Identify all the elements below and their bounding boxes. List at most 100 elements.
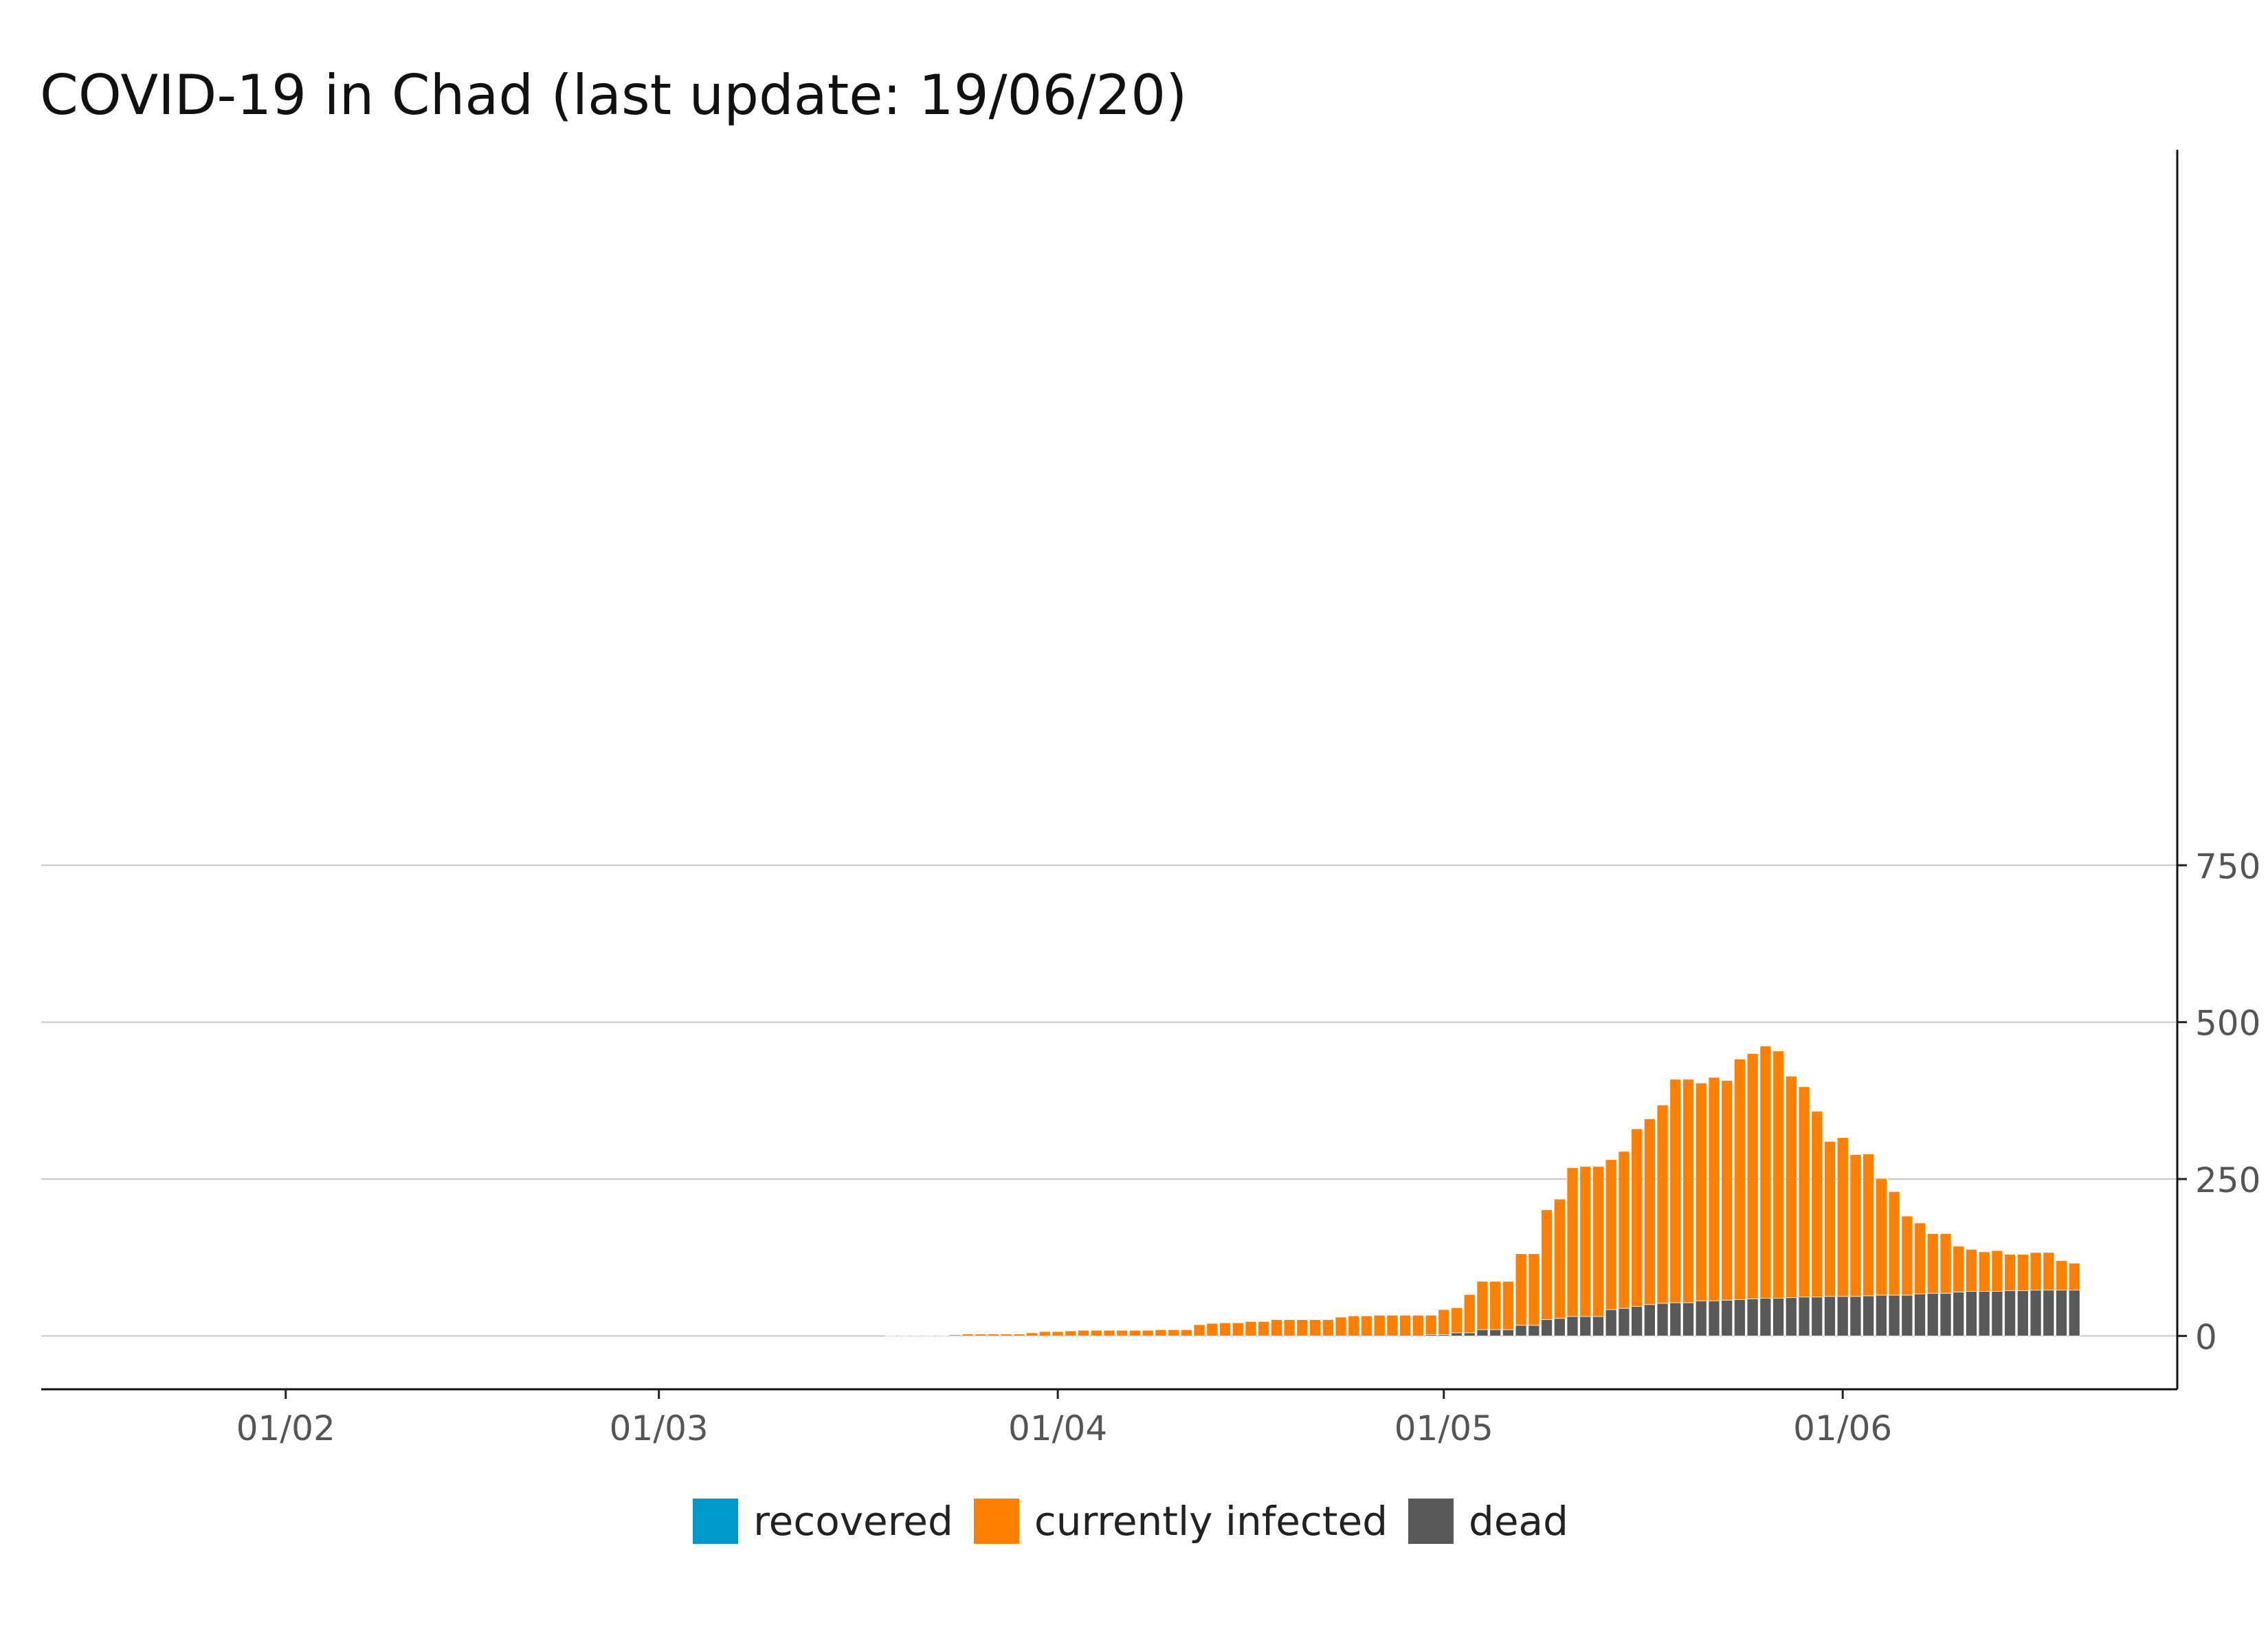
bar-dead-2020-05-25 xyxy=(1746,1299,1759,1336)
bar-infected-2020-04-25 xyxy=(1361,1315,1372,1336)
bar-infected-2020-04-20 xyxy=(1296,1319,1309,1336)
bar-infected-2020-05-31 xyxy=(1824,1141,1836,1297)
bar-dead-2020-06-07 xyxy=(1914,1293,1926,1336)
bar-infected-2020-06-02 xyxy=(1849,1154,1862,1297)
bar-infected-2020-05-13 xyxy=(1592,1166,1604,1317)
bar-dead-2020-06-11 xyxy=(1965,1291,1977,1336)
bar-dead-2020-06-15 xyxy=(2016,1290,2029,1336)
x-tick-label-01/02: 01/02 xyxy=(236,1409,335,1448)
bar-infected-2020-03-24 xyxy=(948,1334,961,1336)
bar-infected-2020-04-12 xyxy=(1193,1324,1205,1336)
bar-infected-2020-05-21 xyxy=(1695,1082,1707,1301)
bar-dead-2020-05-08 xyxy=(1528,1325,1540,1336)
bar-infected-2020-03-31 xyxy=(1038,1331,1051,1336)
bar-dead-2020-05-28 xyxy=(1785,1297,1797,1336)
bar-infected-2020-04-06 xyxy=(1116,1330,1129,1336)
bar-infected-2020-03-22 xyxy=(923,1335,935,1336)
bar-infected-2020-05-16 xyxy=(1631,1128,1643,1307)
bar-infected-2020-05-30 xyxy=(1811,1110,1823,1298)
bar-dead-2020-06-01 xyxy=(1836,1296,1849,1336)
bar-dead-2020-05-22 xyxy=(1708,1300,1720,1336)
bar-infected-2020-04-14 xyxy=(1219,1322,1231,1336)
bar-infected-2020-05-28 xyxy=(1785,1075,1797,1299)
bar-dead-2020-05-24 xyxy=(1733,1299,1746,1336)
bar-infected-2020-04-27 xyxy=(1386,1314,1399,1336)
bar-dead-2020-06-04 xyxy=(1875,1294,1887,1336)
bar-dead-2020-05-13 xyxy=(1592,1316,1604,1336)
bar-dead-2020-05-05 xyxy=(1489,1329,1502,1336)
bar-infected-2020-03-25 xyxy=(961,1334,974,1336)
bar-infected-2020-04-26 xyxy=(1373,1314,1386,1336)
bar-infected-2020-03-27 xyxy=(988,1334,999,1336)
bar-infected-2020-04-01 xyxy=(1052,1331,1064,1336)
legend-label-recovered: recovered xyxy=(753,1498,953,1545)
bar-dead-2020-06-06 xyxy=(1901,1294,1913,1336)
bar-infected-2020-05-03 xyxy=(1463,1294,1476,1334)
bar-dead-2020-05-10 xyxy=(1553,1318,1566,1336)
bar-infected-2020-04-02 xyxy=(1065,1330,1077,1336)
bar-dead-2020-05-26 xyxy=(1759,1298,1772,1336)
bar-infected-2020-06-10 xyxy=(1953,1246,1965,1292)
x-tick-label-01/06: 01/06 xyxy=(1793,1409,1892,1448)
legend-swatch-currently-infected xyxy=(973,1499,1019,1544)
bar-dead-2020-05-09 xyxy=(1541,1319,1553,1336)
bar-infected-2020-06-06 xyxy=(1901,1215,1913,1296)
bar-dead-2020-05-04 xyxy=(1476,1329,1489,1336)
bar-infected-2020-04-05 xyxy=(1103,1330,1115,1336)
bar-infected-2020-05-05 xyxy=(1489,1281,1502,1330)
y-tick-label-250: 250 xyxy=(2195,1160,2260,1200)
bar-infected-2020-05-04 xyxy=(1476,1281,1489,1330)
x-tick-label-01/03: 01/03 xyxy=(610,1409,709,1448)
bar-infected-2020-04-22 xyxy=(1322,1319,1334,1336)
bar-infected-2020-04-09 xyxy=(1155,1329,1167,1336)
bar-infected-2020-06-19 xyxy=(2068,1263,2080,1291)
bar-dead-2020-05-14 xyxy=(1605,1309,1617,1336)
bar-dead-2020-05-19 xyxy=(1669,1302,1682,1336)
bar-dead-2020-05-20 xyxy=(1682,1302,1694,1336)
bar-infected-2020-04-30 xyxy=(1425,1314,1437,1335)
bar-dead-2020-06-19 xyxy=(2068,1290,2080,1336)
bar-infected-2020-05-10 xyxy=(1553,1198,1566,1319)
bar-infected-2020-05-17 xyxy=(1643,1118,1656,1305)
bar-infected-2020-04-23 xyxy=(1335,1316,1347,1336)
legend-label-dead: dead xyxy=(1469,1498,1568,1545)
bar-infected-2020-05-01 xyxy=(1438,1309,1450,1335)
bar-dead-2020-05-02 xyxy=(1451,1332,1463,1336)
bar-dead-2020-06-18 xyxy=(2056,1290,2067,1336)
bar-dead-2020-06-05 xyxy=(1888,1294,1900,1336)
bar-infected-2020-06-18 xyxy=(2056,1260,2067,1291)
bar-infected-2020-04-15 xyxy=(1232,1322,1244,1336)
bar-infected-2020-04-21 xyxy=(1309,1319,1322,1336)
bar-infected-2020-05-22 xyxy=(1708,1077,1720,1301)
bar-infected-2020-05-29 xyxy=(1798,1086,1810,1298)
axes: 0 250 500 750 01/02 01/03 01/04 01/05 01/06 xyxy=(41,150,2260,1448)
bar-infected-2020-03-26 xyxy=(975,1334,987,1336)
bar-infected-2020-06-07 xyxy=(1914,1222,1926,1294)
bar-infected-2020-05-25 xyxy=(1746,1053,1759,1299)
bar-dead-2020-05-11 xyxy=(1566,1316,1579,1336)
bar-infected-2020-04-24 xyxy=(1348,1315,1360,1336)
bar-dead-2020-05-15 xyxy=(1618,1308,1630,1336)
x-tick-label-01/05: 01/05 xyxy=(1394,1409,1493,1448)
bar-dead-2020-05-06 xyxy=(1502,1329,1514,1336)
legend-item-recovered: recovered xyxy=(693,1498,960,1545)
bar-dead-2020-05-31 xyxy=(1824,1296,1836,1336)
bar-infected-2020-06-04 xyxy=(1875,1178,1887,1296)
bar-infected-2020-04-04 xyxy=(1090,1330,1102,1336)
bar-infected-2020-06-11 xyxy=(1965,1248,1977,1292)
bar-infected-2020-05-20 xyxy=(1682,1079,1694,1303)
bar-infected-2020-04-18 xyxy=(1270,1319,1282,1336)
bar-dead-2020-06-16 xyxy=(2030,1290,2042,1336)
bar-infected-2020-05-08 xyxy=(1528,1253,1540,1326)
legend-swatch-recovered xyxy=(693,1499,739,1544)
bar-infected-2020-03-19 xyxy=(885,1335,897,1336)
legend: recovered currently infected dead xyxy=(0,1498,2268,1545)
bar-infected-2020-05-19 xyxy=(1669,1079,1682,1303)
bar-infected-2020-06-08 xyxy=(1926,1233,1939,1294)
bar-infected-2020-03-30 xyxy=(1026,1332,1038,1336)
bar-infected-2020-06-15 xyxy=(2016,1254,2029,1291)
bar-dead-2020-05-17 xyxy=(1643,1304,1656,1336)
bar-infected-2020-05-15 xyxy=(1618,1151,1630,1309)
bar-infected-2020-05-18 xyxy=(1656,1104,1669,1304)
bar-infected-2020-05-23 xyxy=(1721,1080,1733,1301)
